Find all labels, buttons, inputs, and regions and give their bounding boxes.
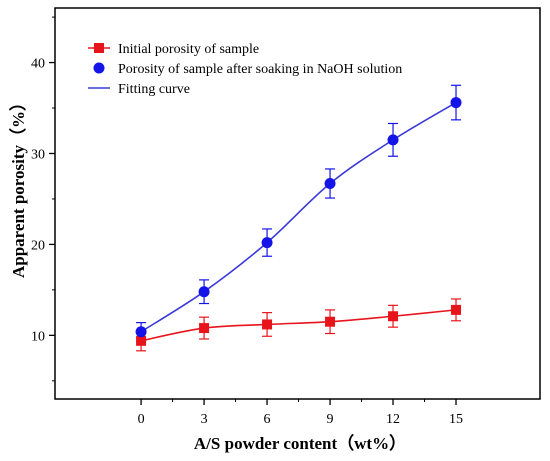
legend-label-naoh: Porosity of sample after soaking in NaOH… — [118, 62, 402, 77]
legend-marker-initial — [94, 43, 104, 53]
series-1-point — [198, 286, 210, 298]
y-axis-title: Apparent porosity（%） — [8, 94, 28, 278]
legend-marker-naoh — [93, 62, 105, 74]
series-1-point — [324, 177, 336, 189]
series-0-point — [325, 316, 336, 327]
x-tick-label: 6 — [264, 412, 271, 427]
x-tick-label: 12 — [386, 412, 400, 427]
series-1-point — [261, 237, 273, 249]
series-1-point — [135, 326, 147, 338]
x-tick-label: 3 — [201, 412, 208, 427]
legend-label-initial: Initial porosity of sample — [118, 42, 259, 57]
x-tick-label: 15 — [449, 412, 463, 427]
series-1-point — [387, 134, 399, 146]
series-1-curve — [140, 101, 457, 333]
series-0-point — [136, 335, 147, 346]
series-0-point — [199, 323, 210, 334]
series-0-curve — [140, 309, 457, 342]
x-tick-label: 0 — [138, 412, 145, 427]
series-0-point — [451, 304, 462, 315]
x-axis-title: A/S powder content（wt%） — [194, 433, 406, 453]
series-0-point — [262, 319, 273, 330]
y-tick-label: 30 — [31, 147, 45, 162]
y-tick-label: 10 — [31, 329, 45, 344]
x-tick-label: 9 — [327, 412, 334, 427]
series-1-point — [450, 97, 462, 109]
legend-label-fit: Fitting curve — [118, 82, 190, 97]
plot-border — [54, 7, 541, 400]
y-tick-label: 20 — [31, 238, 45, 253]
y-tick-label: 40 — [31, 57, 45, 72]
series-0-point — [388, 311, 399, 322]
